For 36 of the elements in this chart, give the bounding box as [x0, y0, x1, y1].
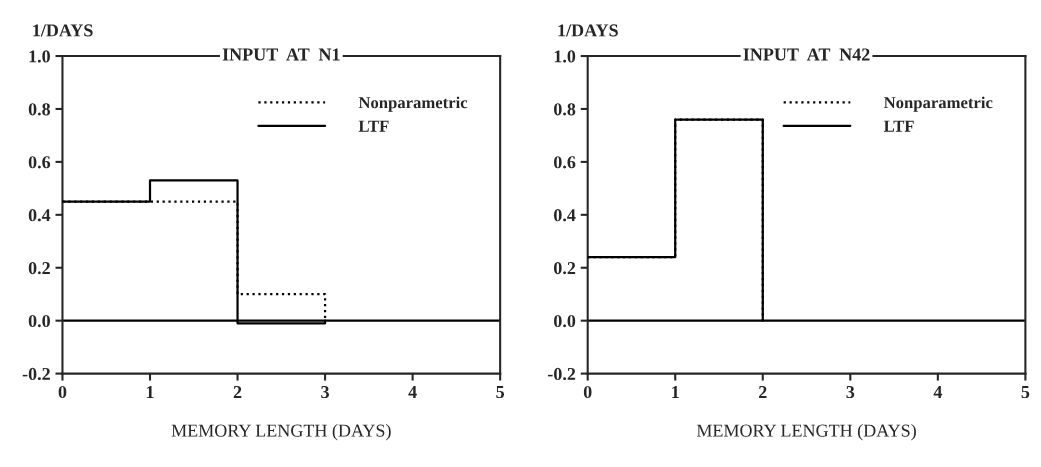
x-tick-label: 5 [496, 386, 505, 399]
y-axis-title: 1/DAYS [33, 24, 93, 37]
x-tick-label: 3 [321, 385, 329, 399]
y-tick-label: 0.2 [28, 262, 50, 275]
y-tick-label: 0.6 [28, 156, 51, 169]
y-tick-label: 0.2 [554, 262, 576, 275]
x-tick-label: 4 [408, 386, 417, 398]
x-tick-label: 1 [146, 386, 154, 398]
chart-title: INPUT AT N1 [222, 48, 340, 61]
x-axis-title: MEMORY LENGTH (DAYS) [696, 424, 916, 441]
y-axis-title: 1/DAYS [558, 24, 618, 37]
x-tick-label: 2 [233, 385, 242, 398]
x-tick-label: 4 [933, 386, 943, 398]
x-tick-label: 3 [846, 385, 855, 399]
y-tick-label: -0.2 [547, 367, 576, 381]
y-tick-label: 0.4 [554, 209, 576, 222]
legend-label: LTF [883, 120, 914, 132]
y-tick-label: 0.8 [554, 103, 576, 116]
legend-label: Nonparametric [358, 96, 468, 112]
x-tick-label: 0 [583, 385, 592, 399]
chart-title: INPUT AT N42 [743, 48, 870, 61]
y-tick-label: -0.2 [22, 367, 50, 381]
x-tick-label: 0 [58, 385, 67, 399]
x-tick-label: 5 [1021, 386, 1030, 399]
y-tick-label: 0.0 [28, 314, 50, 328]
y-tick-label: 1.0 [29, 50, 50, 63]
x-tick-label: 2 [759, 385, 767, 398]
legend-label: LTF [358, 120, 389, 132]
y-tick-label: 0.0 [554, 314, 576, 328]
y-tick-label: 1.0 [554, 50, 576, 63]
y-tick-label: 0.6 [554, 156, 576, 169]
x-tick-label: 1 [672, 386, 679, 398]
y-tick-label: 0.4 [28, 209, 51, 222]
x-axis-title: MEMORY LENGTH (DAYS) [171, 424, 391, 441]
legend-label: Nonparametric [883, 96, 993, 112]
y-tick-label: 0.8 [28, 103, 51, 116]
